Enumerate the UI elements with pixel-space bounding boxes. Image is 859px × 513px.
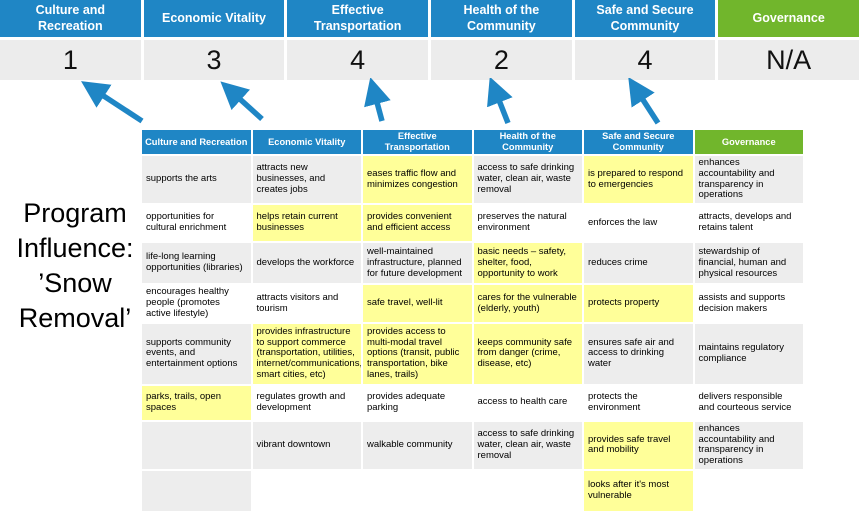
matrix-cell (252, 471, 361, 512)
matrix-cell: eases traffic flow and minimizes congest… (363, 156, 472, 204)
matrix-cell: attracts new businesses, and creates job… (252, 156, 361, 204)
summary-grid: Culture and Recreation Economic Vitality E… (0, 0, 859, 80)
matrix-row: looks after it's most vulnerable (142, 471, 803, 512)
matrix-cell: develops the workforce (252, 243, 361, 284)
matrix-cell: safe travel, well-lit (363, 285, 472, 322)
matrix-cell: keeps community safe from danger (crime,… (473, 323, 582, 384)
summary-score-governance: N/A (718, 40, 859, 80)
matrix-cell: is prepared to respond to emergencies (584, 156, 693, 204)
matrix-cell: cares for the vulnerable (elderly, youth… (473, 285, 582, 322)
summary-score-health-of-the-community: 2 (431, 40, 572, 80)
influence-arrow-icon (220, 81, 264, 122)
matrix-row: parks, trails, open spaces regulates grow… (142, 385, 803, 420)
influence-matrix: Culture and Recreation Economic Vitality E… (140, 128, 805, 513)
matrix-cell (473, 471, 582, 512)
summary-score-safe-and-secure-community: 4 (574, 40, 716, 80)
matrix-row: encourages healthy people (promotes acti… (142, 285, 803, 322)
matrix-cell: provides safe travel and mobility (584, 421, 693, 470)
program-influence-label-line: Removal’ (18, 303, 132, 333)
influence-arrow-icon (628, 78, 661, 125)
matrix-header-culture-and-recreation: Culture and Recreation (142, 130, 251, 154)
matrix-cell: stewardship of financial, human and phys… (694, 243, 803, 284)
matrix-cell: regulates growth and development (252, 385, 361, 420)
matrix-cell: reduces crime (584, 243, 693, 284)
program-influence-label-line: ’Snow (38, 268, 112, 298)
matrix-cell: opportunities for cultural enrichment (142, 205, 251, 242)
summary-header-governance: Governance (718, 0, 859, 37)
influence-arrow-icon (364, 78, 391, 122)
matrix-row: life-long learning opportunities (librar… (142, 243, 803, 284)
matrix-cell: enhances accountability and transparency… (694, 421, 803, 470)
matrix-cell: basic needs – safety, shelter, food, opp… (473, 243, 582, 284)
matrix-header-governance: Governance (694, 130, 803, 154)
matrix-row: vibrant downtown walkable community access… (142, 421, 803, 470)
matrix-header-effective-transportation: Effective Transportation (363, 130, 472, 154)
summary-score-culture-and-recreation: 1 (0, 40, 141, 80)
matrix-header-economic-vitality: Economic Vitality (252, 130, 361, 154)
summary-header-culture-and-recreation: Culture and Recreation (0, 0, 141, 37)
matrix-row: supports community events, and entertain… (142, 323, 803, 384)
matrix-cell (363, 471, 472, 512)
matrix-cell: access to safe drinking water, clean air… (473, 421, 582, 470)
matrix-cell: attracts, develops and retains talent (694, 205, 803, 242)
matrix-header-health-of-the-community: Health of the Community (473, 130, 582, 154)
matrix-cell: maintains regulatory compliance (694, 323, 803, 384)
matrix-cell: enhances accountability and transparency… (694, 156, 803, 204)
matrix-cell: preserves the natural environment (473, 205, 582, 242)
matrix-cell: looks after it's most vulnerable (584, 471, 693, 512)
summary-header-safe-and-secure-community: Safe and Secure Community (574, 0, 716, 37)
matrix-row: opportunities for cultural enrichment hel… (142, 205, 803, 242)
matrix-row: supports the arts attracts new businesses… (142, 156, 803, 204)
influence-arrows-icon (81, 78, 661, 125)
matrix-cell: walkable community (363, 421, 472, 470)
matrix-cell: delivers responsible and courteous servi… (694, 385, 803, 420)
summary-header-health-of-the-community: Health of the Community (431, 0, 572, 37)
matrix-cell: helps retain current businesses (252, 205, 361, 242)
matrix-cell: ensures safe air and access to drinking … (584, 323, 693, 384)
matrix-cell: provides convenient and efficient access (363, 205, 472, 242)
matrix-cell: enforces the law (584, 205, 693, 242)
matrix-cell: encourages healthy people (promotes acti… (142, 285, 251, 322)
summary-score-economic-vitality: 3 (143, 40, 285, 80)
matrix-cell: well-maintained infrastructure, planned … (363, 243, 472, 284)
matrix-cell: assists and supports decision makers (694, 285, 803, 322)
matrix-cell (142, 471, 251, 512)
program-influence-label-line: Program (23, 198, 127, 228)
program-influence-label-line: Influence: (16, 233, 134, 263)
matrix-cell (142, 421, 251, 470)
matrix-header-safe-and-secure-community: Safe and Secure Community (584, 130, 693, 154)
summary-header-economic-vitality: Economic Vitality (143, 0, 285, 37)
matrix-cell: protects property (584, 285, 693, 322)
matrix-body: supports the arts attracts new businesses… (142, 156, 803, 512)
matrix-cell: supports the arts (142, 156, 251, 204)
matrix-cell: attracts visitors and tourism (252, 285, 361, 322)
matrix-cell: provides access to multi-modal travel op… (363, 323, 472, 384)
matrix-cell: protects the environment (584, 385, 693, 420)
matrix-cell: parks, trails, open spaces (142, 385, 251, 420)
influence-arrow-icon (487, 78, 513, 125)
matrix-cell: access to health care (473, 385, 582, 420)
influence-arrow-icon (81, 81, 144, 124)
summary-score-effective-transportation: 4 (287, 40, 428, 80)
matrix-cell: life-long learning opportunities (librar… (142, 243, 251, 284)
program-influence-label: Program Influence: ’Snow Removal’ (0, 196, 150, 336)
matrix-cell: provides adequate parking (363, 385, 472, 420)
matrix-header-row: Culture and Recreation Economic Vitality E… (142, 130, 803, 154)
matrix-cell: supports community events, and entertain… (142, 323, 251, 384)
matrix-cell: access to safe drinking water, clean air… (473, 156, 582, 204)
matrix-cell: vibrant downtown (252, 421, 361, 470)
matrix-cell (694, 471, 803, 512)
summary-header-effective-transportation: Effective Transportation (287, 0, 428, 37)
matrix-cell: provides infrastructure to support comme… (252, 323, 361, 384)
